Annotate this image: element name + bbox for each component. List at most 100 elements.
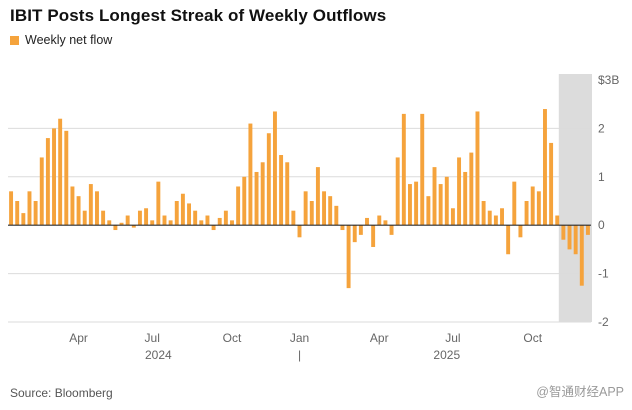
bar [82, 210, 87, 226]
bar [113, 225, 118, 231]
bar [211, 225, 216, 231]
svg-text:Jul: Jul [145, 331, 160, 345]
bar [457, 157, 462, 226]
legend-label: Weekly net flow [25, 33, 113, 47]
svg-text:Jul: Jul [445, 331, 460, 345]
bar [383, 220, 388, 226]
bar [137, 210, 142, 226]
bar [450, 208, 455, 226]
bar [217, 217, 222, 226]
bar [328, 196, 333, 226]
bar [193, 210, 198, 226]
bar [322, 191, 327, 226]
svg-text:Jan: Jan [290, 331, 309, 345]
bar [334, 205, 339, 226]
bar [573, 225, 578, 255]
bar [346, 225, 351, 289]
svg-text:0: 0 [598, 218, 605, 232]
bar [45, 138, 50, 226]
bar [567, 225, 572, 250]
bar [536, 191, 541, 226]
svg-text:2025: 2025 [433, 348, 460, 362]
svg-text:$3B: $3B [598, 73, 619, 87]
bar [291, 210, 296, 226]
bar [585, 225, 590, 235]
bar [95, 191, 99, 226]
bar [272, 111, 277, 226]
bar [481, 201, 486, 226]
chart-header: IBIT Posts Longest Streak of Weekly Outf… [10, 6, 386, 47]
bar [223, 210, 228, 226]
bar [340, 225, 345, 231]
bar [125, 215, 130, 226]
bar [174, 201, 179, 226]
bar [33, 201, 38, 226]
bar [168, 220, 173, 226]
bar [561, 225, 566, 240]
bar [512, 181, 517, 226]
bar [309, 201, 314, 226]
bar [426, 196, 431, 226]
bar [150, 220, 155, 226]
svg-text:2024: 2024 [145, 348, 172, 362]
bar [549, 142, 554, 226]
bar [27, 191, 32, 226]
bar [242, 176, 247, 226]
highlight-band [558, 74, 592, 322]
legend-swatch-icon [10, 35, 19, 45]
bar [21, 213, 26, 226]
bar [144, 208, 149, 226]
bar [358, 225, 363, 235]
bar [205, 215, 210, 226]
bar [230, 220, 234, 226]
bar [506, 225, 511, 255]
bar [420, 113, 425, 226]
bar [236, 186, 241, 226]
bar [162, 215, 167, 226]
svg-text:Oct: Oct [523, 331, 542, 345]
bar [254, 171, 259, 226]
bar [58, 118, 63, 226]
bar [131, 225, 136, 228]
bar [389, 225, 394, 235]
bar [555, 215, 560, 226]
svg-text:Apr: Apr [370, 331, 389, 345]
bar [248, 123, 253, 226]
bar [199, 220, 204, 226]
bar [88, 184, 93, 226]
bar [52, 128, 56, 226]
bar [579, 225, 584, 286]
bar [524, 201, 529, 226]
source-label: Source: Bloomberg [10, 386, 113, 400]
svg-text:Oct: Oct [223, 331, 242, 345]
chart-title: IBIT Posts Longest Streak of Weekly Outf… [10, 6, 387, 25]
bar [285, 162, 290, 226]
bar [414, 181, 419, 226]
bar [518, 225, 523, 238]
legend: Weekly net flow [10, 33, 386, 47]
bar [365, 217, 369, 226]
bar [107, 220, 112, 226]
bar [352, 225, 357, 243]
bar [76, 196, 81, 226]
bar [432, 167, 437, 226]
bar [9, 191, 14, 226]
bar [266, 133, 271, 226]
bar [279, 155, 284, 226]
bar [377, 215, 382, 226]
svg-text:-2: -2 [598, 315, 609, 329]
bar [180, 193, 185, 226]
bar [530, 186, 535, 226]
bar [260, 162, 265, 226]
svg-text:|: | [298, 348, 301, 362]
bar [64, 130, 69, 226]
bar [475, 111, 480, 226]
bar [187, 203, 192, 226]
bar [101, 210, 106, 226]
bar [395, 157, 400, 226]
bar [315, 167, 320, 226]
bar [438, 184, 443, 226]
bar [487, 210, 492, 226]
